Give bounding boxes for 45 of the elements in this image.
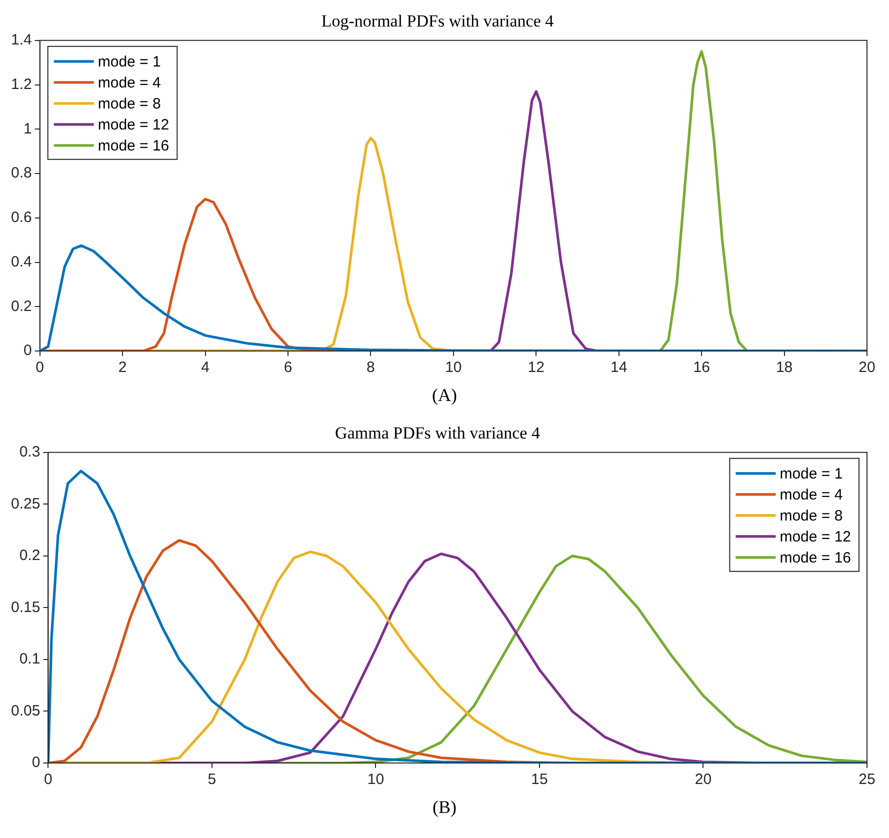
legend-label: mode = 1 [98, 54, 161, 71]
x-tick-label: 6 [284, 359, 292, 376]
x-tick-label: 14 [610, 359, 628, 376]
text: (B) [432, 796, 458, 819]
y-tick-label: 0.05 [10, 702, 40, 720]
x-tick-label: 12 [528, 359, 544, 376]
y-tick-label: 1.2 [10, 76, 32, 93]
y-tick-label: 1 [24, 120, 32, 138]
x-tick-label: 0 [44, 771, 52, 788]
y-tick-label: 1.4 [10, 32, 32, 49]
y-tick-label: 0 [32, 754, 40, 772]
y-tick-label: 0.4 [10, 253, 32, 270]
y-tick-label: 0.2 [10, 298, 32, 315]
x-tick-label: 8 [366, 359, 375, 376]
x-tick-label: 18 [776, 359, 793, 376]
x-tick-label: 16 [693, 359, 710, 376]
legend-label: mode = 12 [780, 528, 852, 546]
chart-title: Gamma PDFs with variance 4 [335, 424, 540, 443]
legend-label: mode = 4 [98, 74, 161, 92]
x-tick-label: 10 [367, 771, 384, 788]
text: (A) [431, 384, 458, 407]
y-tick-label: 0.6 [10, 209, 32, 226]
y-tick-label: 0.25 [10, 495, 40, 512]
x-tick-label: 4 [201, 359, 210, 376]
legend-label: mode = 4 [780, 486, 843, 504]
x-tick-label: 20 [858, 359, 876, 376]
legend-label: mode = 12 [98, 116, 170, 134]
x-tick-label: 15 [531, 771, 548, 788]
legend-label: mode = 16 [780, 550, 852, 567]
legend-label: mode = 8 [98, 96, 161, 113]
y-tick-label: 0.15 [10, 598, 40, 616]
legend-label: mode = 8 [780, 508, 843, 525]
legend-label: mode = 1 [780, 466, 843, 483]
x-tick-label: 10 [445, 359, 462, 376]
y-tick-label: 0.2 [19, 547, 40, 564]
chart-title: Log-normal PDFs with variance 4 [321, 12, 554, 31]
x-tick-label: 2 [118, 359, 127, 376]
legend-label: mode = 16 [98, 138, 170, 155]
x-tick-label: 5 [208, 771, 216, 788]
y-tick-label: 0.8 [10, 164, 32, 182]
y-tick-label: 0 [24, 342, 32, 360]
y-tick-label: 0.1 [19, 650, 40, 668]
y-tick-label: 0.3 [19, 444, 40, 461]
x-tick-label: 20 [694, 771, 712, 788]
x-tick-label: 25 [858, 771, 876, 788]
